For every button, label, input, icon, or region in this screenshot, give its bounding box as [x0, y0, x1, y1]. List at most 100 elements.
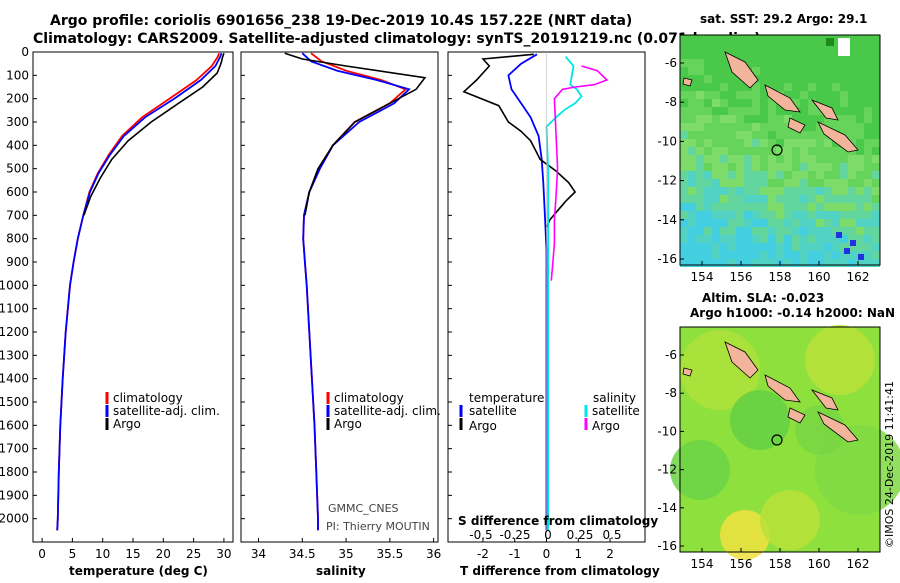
legend-label-t-satellite: satellite — [469, 404, 517, 418]
sst-map-y-ticks: -6 -8 -10 -12 -14 -16 — [657, 56, 684, 266]
sst-cell — [800, 219, 808, 227]
depth-tick-label: 700 — [6, 208, 29, 222]
map-y-tick-label: -14 — [657, 501, 677, 515]
x-tick-label: 34 — [251, 547, 266, 561]
sst-cell — [680, 51, 688, 59]
sla-field-blob — [730, 390, 790, 450]
sst-cell — [832, 235, 840, 243]
sst-cell — [704, 35, 712, 43]
sst-cell — [736, 147, 744, 155]
sst-cell — [720, 219, 728, 227]
sst-cell — [808, 195, 816, 203]
sst-cell — [688, 147, 696, 155]
sst-cell — [720, 59, 728, 67]
sst-cell — [824, 251, 832, 259]
sst-cell — [856, 227, 864, 235]
sst-cell — [712, 243, 720, 251]
sst-cell — [736, 227, 744, 235]
sst-cell — [720, 171, 728, 179]
sst-cell — [784, 67, 792, 75]
sst-cell — [856, 243, 864, 251]
sst-cell — [680, 163, 688, 171]
sst-cell — [848, 107, 856, 115]
sst-cell — [800, 59, 808, 67]
sst-cell — [872, 115, 880, 123]
sst-cell — [776, 235, 784, 243]
sst-cell — [688, 139, 696, 147]
sst-cell — [760, 251, 768, 259]
salinity-x-ticks: 34 34.5 35 35.5 36 — [251, 538, 441, 561]
sst-cell — [792, 235, 800, 243]
sst-cell — [816, 163, 824, 171]
series-line-climatology — [302, 52, 408, 531]
sst-cell — [776, 219, 784, 227]
sst-cell — [824, 155, 832, 163]
sst-cell — [760, 227, 768, 235]
map-x-tick-label: 156 — [730, 557, 753, 571]
sst-cell — [824, 195, 832, 203]
sst-cell — [856, 83, 864, 91]
sst-cell — [768, 43, 776, 51]
sst-cell — [840, 59, 848, 67]
sst-cell — [800, 83, 808, 91]
sst-cell — [808, 171, 816, 179]
sst-cell — [824, 203, 832, 211]
series-line-argo — [83, 52, 225, 216]
sst-cell — [840, 67, 848, 75]
sst-cell — [688, 163, 696, 171]
sst-cell — [800, 243, 808, 251]
sst-cell — [744, 35, 752, 43]
sst-cell — [776, 251, 784, 259]
x-tick-label: 34.5 — [289, 547, 316, 561]
sst-cell — [760, 139, 768, 147]
sst-cell — [848, 91, 856, 99]
sst-cell — [752, 227, 760, 235]
sst-cell — [680, 179, 688, 187]
sst-cell — [848, 99, 856, 107]
sst-cell — [768, 187, 776, 195]
figure-title-line1: Argo profile: coriolis 6901656_238 19-De… — [50, 13, 632, 29]
sst-cell — [688, 123, 696, 131]
sst-cell — [856, 235, 864, 243]
annotation-gmmc: GMMC_CNES — [328, 502, 399, 515]
sst-cell — [744, 107, 752, 115]
sst-cell — [728, 91, 736, 99]
sst-cell — [680, 219, 688, 227]
sst-cell — [712, 155, 720, 163]
depth-tick-label: 1900 — [0, 488, 29, 502]
sst-cell — [864, 163, 872, 171]
sst-cell — [696, 139, 704, 147]
sst-cell — [832, 219, 840, 227]
sst-cell — [688, 115, 696, 123]
sst-cell — [776, 51, 784, 59]
sst-cell — [704, 155, 712, 163]
sst-cell — [872, 243, 880, 251]
legend-temperature-heading: temperature — [469, 391, 544, 405]
sst-cell — [816, 243, 824, 251]
sst-cell — [776, 35, 784, 43]
sst-cell — [728, 107, 736, 115]
sst-cell — [752, 59, 760, 67]
sst-cell — [704, 107, 712, 115]
sst-cell — [704, 179, 712, 187]
sst-cell — [736, 35, 744, 43]
sst-cell — [816, 35, 824, 43]
sst-cell — [816, 147, 824, 155]
sst-cell — [688, 195, 696, 203]
sst-cell — [872, 83, 880, 91]
sst-cell — [744, 187, 752, 195]
sst-cell — [792, 259, 800, 267]
sst-cell — [736, 163, 744, 171]
sst-cell — [816, 131, 824, 139]
sst-cell — [848, 43, 856, 51]
sst-cell — [704, 147, 712, 155]
sst-cell — [768, 219, 776, 227]
sst-map-x-ticks: 154 156 158 160 162 — [691, 261, 869, 284]
sst-cell — [728, 219, 736, 227]
sst-cell — [696, 83, 704, 91]
sst-cell — [728, 227, 736, 235]
sla-field-blob — [795, 405, 845, 455]
sst-cell — [696, 235, 704, 243]
sst-cell — [800, 179, 808, 187]
x-tick-label: 15 — [125, 547, 140, 561]
